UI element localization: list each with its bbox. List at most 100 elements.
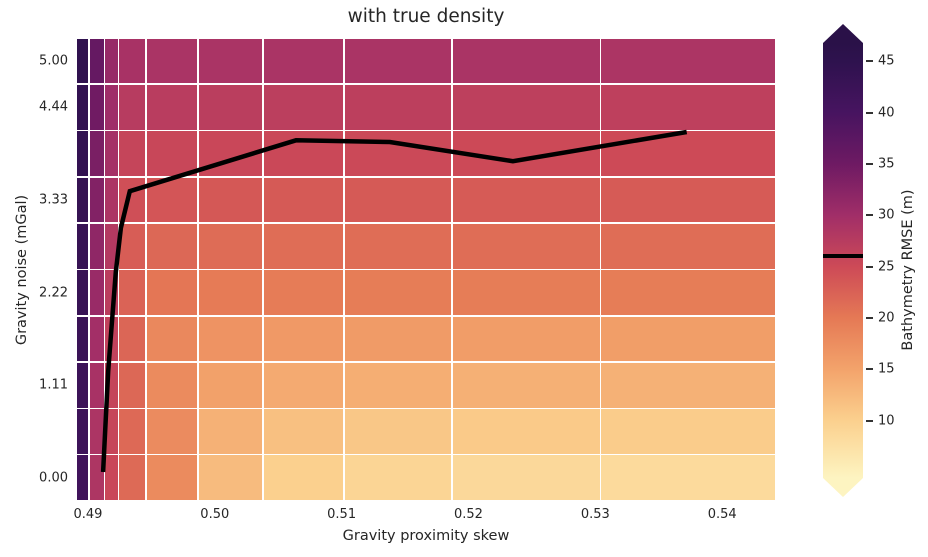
- heatmap-cell: [105, 270, 118, 315]
- colorbar-tick-label: 20: [878, 310, 895, 326]
- heatmap-cell: [601, 362, 775, 408]
- heatmap-cell: [452, 316, 600, 362]
- heatmap-cell: [344, 223, 452, 269]
- colorbar-tick-dash: [866, 265, 873, 268]
- heatmap-cell: [89, 455, 104, 501]
- colorbar-tick-dash: [866, 163, 873, 166]
- heatmap-cell: [89, 223, 104, 269]
- x-tick-label: 0.54: [707, 507, 737, 522]
- colorbar-tick-dash: [866, 214, 873, 217]
- heatmap-cell: [601, 85, 775, 130]
- heatmap-cell: [344, 38, 452, 84]
- heatmap-cell: [77, 85, 89, 130]
- colorbar-tick-label: 45: [878, 53, 895, 69]
- heatmap-cell: [105, 316, 118, 362]
- colorbar-tick-label: 25: [878, 259, 895, 275]
- heatmap-cell: [89, 85, 104, 130]
- heatmap-cell: [89, 316, 104, 362]
- heatmap-cell: [601, 455, 775, 501]
- heatmap-cell: [105, 38, 118, 84]
- heatmap-cell: [77, 316, 89, 362]
- heatmap-cell: [344, 85, 452, 130]
- heatmap-cell: [147, 38, 198, 84]
- heatmap-cell: [344, 177, 452, 223]
- heatmap-cell: [344, 131, 452, 177]
- heatmap-cell: [119, 270, 146, 315]
- heatmap-cell: [263, 177, 344, 223]
- heatmap-cell: [77, 270, 89, 315]
- heatmap-cell: [452, 131, 600, 177]
- colorbar-gradient: [823, 43, 863, 478]
- heatmap-cell: [147, 316, 198, 362]
- heatmap-cell: [119, 38, 146, 84]
- heatmap-cell: [601, 131, 775, 177]
- heatmap-cell: [601, 270, 775, 315]
- heatmap-cell: [147, 455, 198, 501]
- heatmap-cell: [452, 455, 600, 501]
- heatmap-cell: [105, 223, 118, 269]
- colorbar-arrow-top-icon: [823, 24, 863, 43]
- colorbar-tick-dash: [866, 316, 873, 319]
- y-tick-label: 3.33: [39, 192, 68, 208]
- heatmap-cell: [263, 223, 344, 269]
- heatmap-cell: [147, 85, 198, 130]
- heatmap-cell: [601, 38, 775, 84]
- x-tick-label: 0.50: [200, 507, 230, 522]
- heatmap-cell: [105, 362, 118, 408]
- heatmap-cell: [452, 223, 600, 269]
- heatmap-cell: [147, 362, 198, 408]
- heatmap-cell: [147, 270, 198, 315]
- heatmap-cell: [77, 223, 89, 269]
- heatmap-cell: [344, 316, 452, 362]
- heatmap-cell: [344, 455, 452, 501]
- x-tick-label: 0.52: [454, 507, 483, 522]
- heatmap-cell: [119, 223, 146, 269]
- heatmap-cell: [452, 38, 600, 84]
- heatmap-cell: [147, 177, 198, 223]
- heatmap-cell: [601, 316, 775, 362]
- heatmap-cell: [77, 362, 89, 408]
- heatmap-cell: [263, 270, 344, 315]
- heatmap-cell: [147, 223, 198, 269]
- heatmap-cell: [105, 409, 118, 454]
- heatmap-cell: [263, 316, 344, 362]
- colorbar-tick-dash: [866, 368, 873, 371]
- heatmap-cell: [89, 362, 104, 408]
- heatmap-cell: [105, 85, 118, 130]
- heatmap-cell: [77, 455, 89, 501]
- heatmap-cell: [263, 85, 344, 130]
- heatmap-cell: [89, 131, 104, 177]
- heatmap-cell: [89, 270, 104, 315]
- heatmap-cell: [105, 455, 118, 501]
- heatmap-cell: [263, 455, 344, 501]
- heatmap-cell: [77, 409, 89, 454]
- colorbar-label: Bathymetry RMSE (m): [900, 189, 916, 351]
- y-tick-label: 5.00: [39, 53, 68, 69]
- y-tick-label: 4.44: [39, 99, 68, 115]
- heatmap-cell: [77, 38, 89, 84]
- heatmap-cell: [199, 409, 263, 454]
- heatmap-cell: [119, 131, 146, 177]
- heatmap-cell: [147, 131, 198, 177]
- heatmap-cell: [199, 362, 263, 408]
- heatmap-cell: [199, 455, 263, 501]
- colorbar-tick-dash: [866, 111, 873, 114]
- heatmap-cell: [119, 362, 146, 408]
- colorbar-arrow-bottom-icon: [823, 478, 863, 497]
- heatmap-cell: [119, 85, 146, 130]
- heatmap-cell: [199, 85, 263, 130]
- y-tick-label: 0.00: [39, 470, 68, 486]
- colorbar-tick-label: 10: [878, 413, 895, 429]
- y-axis-label: Gravity noise (mGal): [14, 194, 30, 346]
- heatmap-cell: [344, 409, 452, 454]
- heatmap-cell: [344, 270, 452, 315]
- colorbar-tick-label: 35: [878, 156, 895, 172]
- heatmap-cell: [119, 316, 146, 362]
- heatmap-cell: [452, 409, 600, 454]
- heatmap-cell: [147, 409, 198, 454]
- heatmap-cell: [601, 223, 775, 269]
- heatmap-cell: [199, 177, 263, 223]
- heatmap-cell: [452, 362, 600, 408]
- heatmap-cell: [89, 38, 104, 84]
